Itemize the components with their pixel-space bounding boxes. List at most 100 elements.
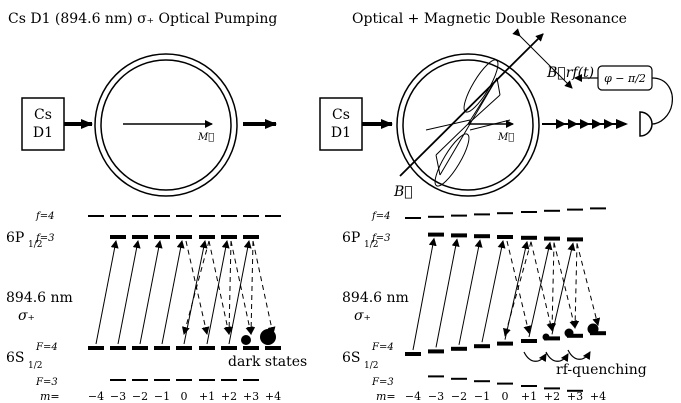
right-pump-arrow-4	[504, 240, 530, 340]
right-pump-arrow-3	[481, 240, 506, 343]
left-excited-state-label: 6P	[6, 230, 24, 246]
m-label-5: +1	[199, 390, 215, 403]
left-m-labels: −4 −3 −2 −1 0 +1 +2 +3 +4	[88, 390, 281, 403]
feedback-loop-in	[651, 77, 673, 125]
left-polarization-label: σ₊	[18, 308, 35, 324]
right-ground-state-label: 6S	[342, 350, 361, 366]
right-pump-arrow-0	[412, 237, 437, 351]
dark-state-populations	[241, 329, 276, 345]
right-excited-f3: f=3	[371, 233, 390, 244]
m-label-6: +2	[544, 390, 560, 403]
right-decay-arrow-1	[530, 241, 555, 332]
left-pump-arrow-3	[161, 240, 185, 345]
static-field-label: B⃗	[393, 184, 413, 200]
m-label-0: −4	[88, 390, 104, 403]
right-decay-arrow-6	[506, 240, 532, 334]
right-vapor-cell	[396, 53, 540, 197]
right-pump-arrow-2	[458, 239, 483, 345]
m-label-2: −2	[451, 390, 467, 403]
left-light-source-box	[21, 97, 65, 151]
modulated-outgoing-beam	[542, 119, 628, 129]
m-label-3: −1	[474, 390, 490, 403]
left-source-label-2: D1	[33, 125, 53, 141]
right-polarization-label: σ₊	[354, 308, 371, 324]
left-decay-arrow-5	[252, 240, 276, 335]
right-m-prefix: m=	[376, 390, 396, 403]
precession-cones	[425, 59, 511, 187]
right-decay-arrow-2	[548, 242, 557, 332]
right-ground-state-sub: 1/2	[364, 361, 378, 371]
residual-populations	[542, 323, 599, 341]
left-vapor-cell	[94, 53, 238, 197]
right-wavelength-label: 894.6 nm	[342, 290, 409, 306]
left-magnetization-label: M⃗	[197, 132, 214, 143]
right-excited-f4: f=4	[371, 211, 390, 222]
right-ground-f3-sublevels	[428, 375, 583, 392]
left-ground-F3: F=3	[35, 377, 58, 388]
right-source-label-1: Cs	[332, 107, 350, 123]
phase-shifter-label: φ − π/2	[604, 72, 646, 85]
right-upper-f4-sublevels	[405, 207, 606, 219]
left-transition-arrows	[95, 240, 276, 345]
left-decay-arrow-3	[230, 240, 254, 335]
right-pump-arrow-1	[435, 238, 460, 348]
right-decay-arrow-3	[553, 242, 578, 329]
m-label-4: 0	[502, 390, 509, 403]
m-label-1: −3	[428, 390, 444, 403]
m-label-6: +2	[221, 390, 237, 403]
rf-quenching-label: rf-quenching	[556, 362, 647, 378]
m-label-0: −4	[405, 390, 421, 403]
right-source-label-2: D1	[331, 125, 351, 141]
left-wavelength-label: 894.6 nm	[6, 290, 73, 306]
right-transition-arrows	[412, 237, 601, 351]
right-panel-title: Optical + Magnetic Double Resonance	[352, 11, 627, 27]
left-pump-arrow-6	[228, 240, 252, 345]
right-decay-arrow-4	[571, 243, 580, 329]
right-ground-F4: F=4	[371, 342, 394, 353]
right-upper-f3-sublevels	[428, 232, 583, 242]
left-ground-F4: F=4	[35, 342, 58, 353]
m-label-4: 0	[181, 390, 188, 403]
right-m-labels: −4 −3 −2 −1 0 +1 +2 +3 +4	[405, 390, 606, 403]
left-decay-arrow-2	[225, 240, 234, 335]
m-label-8: +4	[590, 390, 606, 403]
left-decay-arrow-4	[247, 240, 256, 335]
left-excited-f4: f=4	[35, 211, 54, 222]
left-source-label-1: Cs	[34, 107, 52, 123]
rf-quenching-arrows	[523, 349, 591, 363]
right-magnetization-label: M⃗	[497, 132, 514, 143]
left-pump-arrow-0	[95, 240, 119, 345]
left-level-diagram: 6P 1/2 f=4 f=3 894.6 nm σ₊ 6S 1/2 F=4 F=…	[6, 211, 307, 403]
dark-states-label: dark states	[228, 354, 307, 370]
left-excited-f3: f=3	[35, 233, 54, 244]
left-pump-arrow-2	[139, 240, 163, 345]
m-label-2: −2	[132, 390, 148, 403]
rf-field-arrow	[512, 28, 573, 89]
left-pump-arrow-1	[117, 240, 141, 345]
right-level-diagram: 6P 1/2 f=4 f=3 894.6 nm σ₊ 6S 1/2 F=4 F=…	[342, 207, 647, 403]
photodetector	[639, 111, 653, 137]
left-ground-state-label: 6S	[6, 350, 25, 366]
m-label-1: −3	[110, 390, 126, 403]
m-label-7: +3	[243, 390, 259, 403]
static-field-arrow	[399, 33, 544, 177]
right-decay-arrow-5	[576, 243, 601, 327]
left-pump-arrow-4	[183, 240, 208, 345]
right-ground-F3: F=3	[371, 377, 394, 388]
right-excited-state-label: 6P	[342, 230, 360, 246]
left-ground-state-sub: 1/2	[28, 361, 42, 371]
left-pumping-panel: Cs D1 (894.6 nm) σ₊ Optical Pumping Cs D…	[8, 11, 277, 197]
right-pump-arrow-6	[551, 242, 576, 335]
left-pump-arrow-5	[206, 240, 230, 345]
left-decay-arrow-6	[185, 240, 210, 335]
right-pump-arrow-5	[528, 241, 553, 338]
m-label-5: +1	[521, 390, 537, 403]
right-double-resonance-panel: Optical + Magnetic Double Resonance Cs D…	[319, 11, 673, 200]
left-panel-title: Cs D1 (894.6 nm) σ₊ Optical Pumping	[8, 11, 277, 27]
left-decay-arrow-1	[208, 240, 232, 335]
right-light-source-box	[319, 97, 363, 151]
m-label-8: +4	[265, 390, 281, 403]
left-m-prefix: m=	[40, 390, 60, 403]
left-excited-state-sub: 1/2	[28, 240, 42, 250]
